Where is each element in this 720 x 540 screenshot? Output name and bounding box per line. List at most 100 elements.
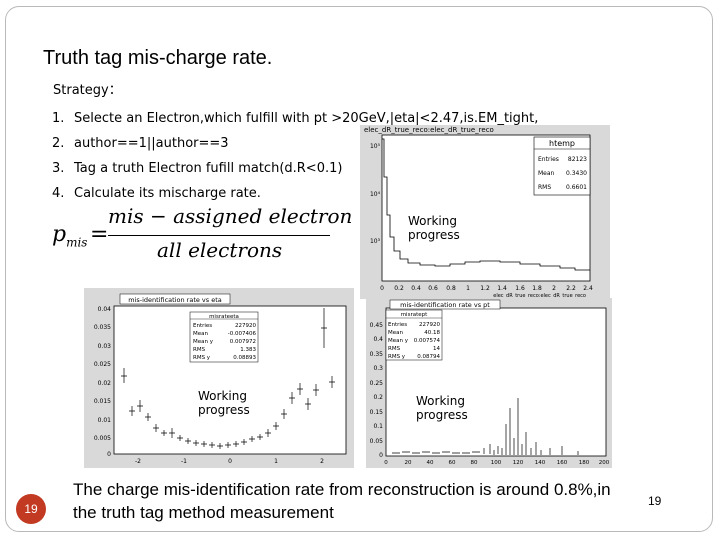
conclusion-text: The charge mis-identification rate from … xyxy=(73,480,611,522)
y-tick-label: 0.02 xyxy=(98,380,112,387)
stats-value: 0.08893 xyxy=(233,355,256,361)
y-tick-label: 10⁵ xyxy=(370,143,381,150)
x-tick-label: 120 xyxy=(513,460,524,466)
x-tick-label: 160 xyxy=(557,460,568,466)
stats-name: misratept xyxy=(401,312,428,318)
stats-box xyxy=(533,136,591,196)
x-tick-label: 1.8 xyxy=(532,285,542,292)
stats-value: 14 xyxy=(433,346,440,352)
stats-name: misrateeta xyxy=(209,314,239,320)
x-tick-label: 0 xyxy=(228,458,232,465)
histogram-line xyxy=(382,138,590,271)
strategy-steps: 1. Selecte an Electron,which fulfill with… xyxy=(52,106,538,206)
x-tick-label: 0.6 xyxy=(428,285,438,292)
step-item: 3. Tag a truth Electron fufill match(d.R<… xyxy=(52,156,538,181)
y-tick-label: 0.1 xyxy=(373,423,383,430)
y-tick-label: 0.01 xyxy=(98,417,112,424)
x-tick-label: 100 xyxy=(491,460,502,466)
stats-value: 0.3430 xyxy=(566,170,587,177)
step-number: 1. xyxy=(52,111,65,126)
y-tick-label: 0 xyxy=(107,451,111,458)
step-item: 4. Calculate its mischarge rate. xyxy=(52,181,538,206)
step-text: author==1||author==3 xyxy=(74,136,229,151)
y-tick-label: 0.35 xyxy=(370,351,384,358)
stats-name: htemp xyxy=(549,139,575,148)
y-tick-label: 0.3 xyxy=(373,365,383,372)
plot-title-box xyxy=(389,299,501,310)
y-tick-label: 0.04 xyxy=(98,306,112,313)
x-tick-label: 200 xyxy=(599,460,610,466)
y-tick-label: 0.03 xyxy=(98,343,112,350)
stats-value: 40.18 xyxy=(424,330,440,336)
x-tick-label: 140 xyxy=(535,460,546,466)
step-text: Selecte an Electron,which fulfill with p… xyxy=(74,111,539,126)
stats-value: 227920 xyxy=(235,323,256,329)
pt-plot: mis-identification rate vs pt misratept … xyxy=(366,298,612,468)
formula-fraction-bar xyxy=(108,235,330,236)
x-tick-label: 1.4 xyxy=(497,285,507,292)
y-tick-label: 0.05 xyxy=(370,438,384,445)
stats-value: 1.383 xyxy=(240,347,256,353)
x-tick-label: 1 xyxy=(466,285,470,292)
step-number: 3. xyxy=(52,161,65,176)
slide-title: Truth tag mis-charge rate. xyxy=(43,47,273,69)
strategy-label: Strategy： xyxy=(53,83,122,98)
x-tick-label: 0.2 xyxy=(394,285,404,292)
step-text: Tag a truth Electron fufill match(d.R<0.… xyxy=(74,161,343,176)
x-tick-label: 2.2 xyxy=(566,285,576,292)
x-tick-label: -2 xyxy=(135,458,141,465)
plot-title: elec_dR_true_reco:elec_dR_true_reco xyxy=(364,126,494,134)
pt-plot-svg: mis-identification rate vs pt misratept … xyxy=(366,298,612,468)
stats-label: Entries xyxy=(538,156,559,163)
dr-plot-overlay: Working progress xyxy=(408,214,460,242)
y-tick-label: 0.45 xyxy=(370,322,384,329)
dr-plot: elec_dR_true_reco:elec_dR_true_reco htem… xyxy=(360,125,610,299)
mischarge-formula: pmis = mis − assigned electron all elect… xyxy=(52,204,352,268)
dr-x-ticks: 0 0.2 0.4 0.6 0.8 1 1.2 1.4 1.6 1.8 2 2.… xyxy=(380,285,593,292)
stats-label: Mean y xyxy=(193,339,214,345)
x-tick-label: 2 xyxy=(552,285,556,292)
stats-label: RMS xyxy=(193,347,206,353)
x-tick-label: 0.8 xyxy=(446,285,456,292)
stats-box xyxy=(189,311,259,363)
stats-label: RMS y xyxy=(193,355,211,361)
stats-label: RMS y xyxy=(388,354,406,360)
x-tick-label: 40 xyxy=(427,460,434,466)
stats-box xyxy=(385,309,443,361)
slide-frame xyxy=(5,6,713,532)
x-tick-label: 0.4 xyxy=(411,285,421,292)
formula-lhs-var: p xyxy=(52,222,67,247)
x-tick-label: 180 xyxy=(579,460,590,466)
stats-label: Mean xyxy=(388,330,403,336)
formula-lhs-sub: mis xyxy=(66,235,88,250)
y-tick-label: 0.2 xyxy=(373,394,383,401)
slide-number: 19 xyxy=(648,494,662,508)
formula-numerator: mis − assigned electron xyxy=(108,204,353,228)
stats-value: 227920 xyxy=(419,322,440,328)
y-tick-label: 10⁴ xyxy=(370,191,381,198)
x-tick-label: 0 xyxy=(384,460,388,466)
stats-value: 82123 xyxy=(568,156,587,163)
x-axis-label: elec_dR_true_reco:elec_dR_true_reco xyxy=(493,293,586,299)
step-item: 1. Selecte an Electron,which fulfill with… xyxy=(52,106,538,131)
stats-label: Entries xyxy=(193,323,212,329)
stats-label: RMS xyxy=(538,184,551,191)
slide-number-badge: 19 xyxy=(16,494,46,524)
y-tick-label: 10³ xyxy=(370,238,381,245)
step-number: 2. xyxy=(52,136,65,151)
eta-plot: mis-identification rate vs eta misrateet… xyxy=(84,288,354,468)
formula-lhs: pmis xyxy=(52,222,87,249)
stats-label: Mean y xyxy=(388,338,409,344)
eta-x-ticks: -2 -1 0 1 2 xyxy=(135,458,324,465)
x-tick-label: 1.2 xyxy=(480,285,490,292)
y-tick-label: 0.015 xyxy=(94,398,111,405)
x-tick-label: 20 xyxy=(405,460,412,466)
x-tick-label: 60 xyxy=(449,460,456,466)
y-tick-label: 0.4 xyxy=(373,336,383,343)
x-tick-label: 1 xyxy=(274,458,278,465)
stats-label: Entries xyxy=(388,322,407,328)
formula-denominator: all electrons xyxy=(157,238,283,262)
x-tick-label: 2.4 xyxy=(583,285,593,292)
stats-value: 0.007972 xyxy=(230,339,256,345)
y-tick-label: 0.025 xyxy=(94,361,111,368)
